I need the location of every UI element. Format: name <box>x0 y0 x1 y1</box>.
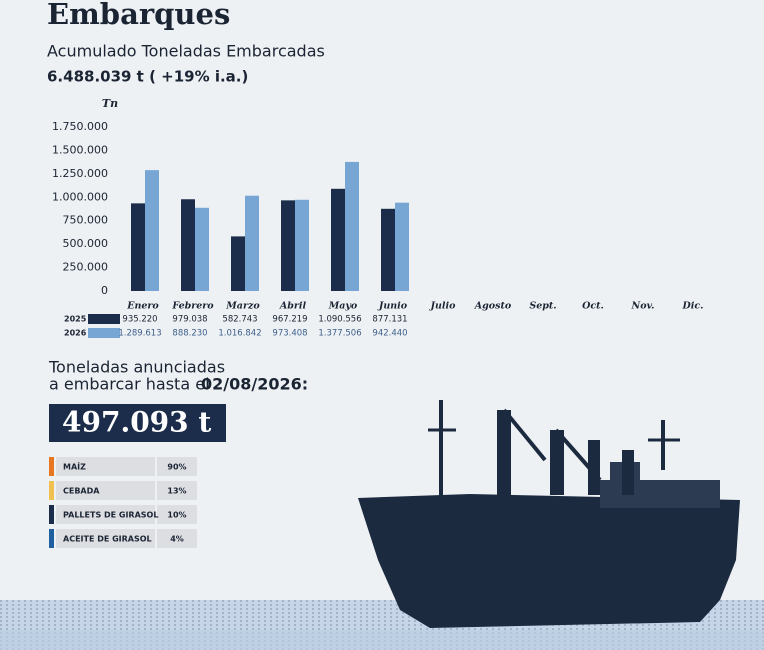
y-tick-label: 1.750.000 <box>52 120 108 133</box>
x-tick-label: Febrero <box>171 301 214 312</box>
product-swatch <box>49 529 54 548</box>
product-label-box <box>56 481 155 500</box>
ship-illustration <box>0 400 764 650</box>
y-tick-label: 1.000.000 <box>52 190 108 203</box>
x-tick-label: Dic. <box>682 301 704 312</box>
y-tick-label: 500.000 <box>63 237 109 250</box>
bar <box>281 200 295 291</box>
announced-line2: a embarcar hasta el <box>49 375 210 394</box>
bar <box>231 236 245 291</box>
value-label: 942.440 <box>372 329 407 339</box>
bar <box>381 208 395 291</box>
y-tick-label: 750.000 <box>63 214 109 227</box>
y-axis-label: Tn <box>102 97 118 110</box>
total: 6.488.039 t ( +19% i.a.) <box>47 68 248 86</box>
x-tick-label: Abril <box>279 301 307 312</box>
announced-date: 02/08/2026: <box>201 375 308 394</box>
bar <box>245 195 259 291</box>
value-label: 888.230 <box>172 329 207 339</box>
product-share-box <box>157 505 197 524</box>
value-label: 973.408 <box>272 329 307 339</box>
bar <box>345 161 359 291</box>
bar <box>181 199 195 291</box>
product-swatch <box>49 481 54 500</box>
announced-line1: Toneladas anunciadas <box>48 358 225 377</box>
bar <box>295 199 309 291</box>
bar <box>195 207 209 291</box>
bar <box>145 170 159 291</box>
amount-box <box>49 404 226 442</box>
product-share: 10% <box>167 511 186 520</box>
x-tick-label: Marzo <box>225 301 260 312</box>
product-label-box <box>56 505 155 524</box>
x-tick-label: Sept. <box>529 301 556 312</box>
title: Embarques <box>47 0 230 31</box>
product-share: 13% <box>167 487 186 496</box>
x-tick-label: Julio <box>429 301 457 312</box>
product-share-box <box>157 457 197 476</box>
product-share-box <box>157 481 197 500</box>
value-label: 1.289.613 <box>118 329 161 339</box>
value-label: 979.038 <box>172 315 207 325</box>
x-tick-label: Enero <box>126 301 159 312</box>
value-label: 967.219 <box>272 315 307 325</box>
subtitle: Acumulado Toneladas Embarcadas <box>47 42 325 61</box>
legend-swatch <box>88 314 120 324</box>
bar <box>131 203 145 291</box>
product-share-box <box>157 529 197 548</box>
legend-label: 2025 <box>64 315 87 324</box>
legend-label: 2026 <box>64 329 87 338</box>
product-name: CEBADA <box>63 487 100 496</box>
value-label: 1.016.842 <box>218 329 261 339</box>
value-label: 935.220 <box>122 315 157 325</box>
value-label: 1.377.506 <box>318 329 361 339</box>
x-tick-label: Oct. <box>582 301 604 312</box>
bar <box>331 188 345 291</box>
product-swatch <box>49 505 54 524</box>
y-tick-label: 1.500.000 <box>52 143 108 156</box>
product-name: PALLETS DE GIRASOL <box>63 511 158 520</box>
x-tick-label: Agosto <box>474 301 512 312</box>
announced-amount: 497.093 t <box>62 406 211 439</box>
product-label-box <box>56 457 155 476</box>
legend-swatch <box>88 328 120 338</box>
value-label: 877.131 <box>372 315 407 325</box>
product-swatch <box>49 457 54 476</box>
x-tick-label: Mayo <box>328 301 358 312</box>
product-share: 90% <box>167 463 186 472</box>
y-tick-label: 250.000 <box>63 261 109 274</box>
value-label: 582.743 <box>222 315 257 325</box>
y-tick-label: 0 <box>101 284 108 297</box>
x-tick-label: Junio <box>377 301 408 312</box>
y-tick-label: 1.250.000 <box>52 167 108 180</box>
product-name: ACEITE DE GIRASOL <box>63 535 152 544</box>
x-tick-label: Nov. <box>631 301 655 312</box>
product-name: MAÍZ <box>63 461 86 472</box>
value-label: 1.090.556 <box>318 315 361 325</box>
bar <box>395 202 409 291</box>
product-share: 4% <box>170 535 184 544</box>
product-label-box <box>56 529 155 548</box>
